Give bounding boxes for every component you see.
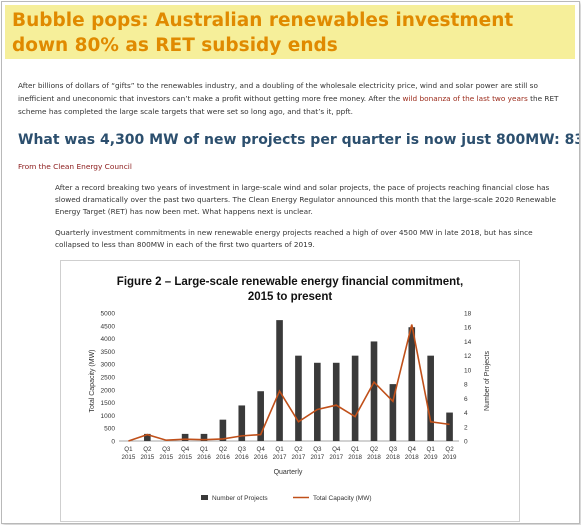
quote-paragraph-1: After a record breaking two years of inv… <box>55 183 556 216</box>
left-tick-label: 3500 <box>101 349 116 356</box>
right-tick-label: 2 <box>464 424 468 431</box>
right-tick-label: 4 <box>464 410 468 417</box>
project-count-bar <box>332 362 340 441</box>
project-count-bar <box>408 327 416 441</box>
x-tick-label: Q3 <box>389 446 398 453</box>
x-tick-label: 2016 <box>235 454 249 461</box>
page-title: Bubble pops: Australian renewables inves… <box>12 10 514 56</box>
x-tick-label: 2017 <box>292 454 306 461</box>
right-tick-label: 6 <box>464 396 468 403</box>
source-link[interactable]: From the Clean Energy Council <box>18 162 132 171</box>
chart-figure: Figure 2 – Large-scale renewable energy … <box>60 260 520 522</box>
x-tick-label: 2018 <box>367 454 381 461</box>
x-tick-label: Q1 <box>124 446 133 453</box>
x-tick-label: Q4 <box>257 446 266 453</box>
x-tick-label: Q2 <box>143 446 152 453</box>
project-count-bar <box>351 355 359 441</box>
chart-legend: Number of Projects Total Capacity (MW) <box>201 495 372 502</box>
x-tick-label: Q2 <box>370 446 379 453</box>
intro-text-1: After billions of dollars of “gifts” to … <box>18 81 538 103</box>
intro-paragraph: After billions of dollars of “gifts” to … <box>18 79 570 118</box>
right-axis-label: Number of Projects <box>484 351 491 411</box>
left-tick-label: 1500 <box>101 400 116 407</box>
x-tick-label: 2016 <box>254 454 268 461</box>
x-tick-label: 2018 <box>386 454 400 461</box>
right-tick-label: 18 <box>464 311 472 318</box>
x-tick-label: 2018 <box>348 454 362 461</box>
left-axis-label: Total Capacity (MW) <box>89 349 96 412</box>
left-tick-label: 500 <box>104 426 115 433</box>
x-tick-label: Q1 <box>200 446 209 453</box>
chart-line <box>128 324 450 442</box>
chart-title-line-2: 2015 to present <box>248 291 333 303</box>
chart-title-line-1: Figure 2 – Large-scale renewable energy … <box>117 276 463 288</box>
project-count-bar <box>370 341 378 441</box>
x-tick-label: Q1 <box>427 446 436 453</box>
left-tick-label: 4000 <box>101 336 116 343</box>
x-tick-label: 2017 <box>310 454 324 461</box>
legend-bar-swatch <box>201 495 208 500</box>
right-tick-label: 14 <box>464 339 472 346</box>
left-tick-label: 0 <box>111 439 115 446</box>
legend-line-label: Total Capacity (MW) <box>313 495 372 502</box>
right-tick-label: 10 <box>464 367 472 374</box>
x-tick-label: 2019 <box>443 454 457 461</box>
project-count-bar <box>295 355 302 441</box>
project-count-bar <box>427 355 434 441</box>
x-tick-label: 2015 <box>159 454 173 461</box>
project-count-bar <box>314 362 321 441</box>
x-tick-label: Q4 <box>408 446 417 453</box>
x-tick-label: Q2 <box>219 446 228 453</box>
x-tick-label: 2017 <box>273 454 287 461</box>
left-tick-label: 2500 <box>101 375 116 382</box>
left-tick-label: 4500 <box>101 323 116 330</box>
quote-paragraph-2: Quarterly investment commitments in new … <box>55 228 533 249</box>
x-tick-label: Q2 <box>445 446 454 453</box>
x-tick-label: Q4 <box>332 446 341 453</box>
x-tick-label: 2016 <box>197 454 211 461</box>
x-tick-label: 2017 <box>329 454 343 461</box>
project-count-bar <box>200 433 208 441</box>
right-tick-label: 0 <box>464 439 468 446</box>
x-tick-label: Q4 <box>181 446 190 453</box>
right-tick-label: 16 <box>464 325 472 332</box>
x-tick-label: 2015 <box>140 454 154 461</box>
x-tick-label: Q1 <box>351 446 360 453</box>
x-tick-label: 2015 <box>122 454 136 461</box>
x-tick-label: 2016 <box>216 454 230 461</box>
x-tick-label: Q3 <box>162 446 171 453</box>
project-count-bar <box>257 391 264 441</box>
chart-axes: 0 500 1000 1500 2000 2500 3000 3500 4000 4500 5000… <box>101 311 472 462</box>
x-tick-label: 2015 <box>178 454 192 461</box>
left-tick-label: 3000 <box>101 362 116 369</box>
project-count-bar <box>446 412 453 441</box>
x-axis-label: Quarterly <box>274 469 303 476</box>
project-count-bar <box>276 320 283 441</box>
project-count-bar <box>144 433 151 441</box>
capacity-line <box>128 324 450 442</box>
subheading: What was 4,300 MW of new projects per qu… <box>18 132 580 148</box>
chart-bars <box>144 320 453 441</box>
project-count-bar <box>181 433 189 441</box>
x-tick-label: Q2 <box>294 446 303 453</box>
right-tick-label: 8 <box>464 382 468 389</box>
right-tick-label: 12 <box>464 353 472 360</box>
x-tick-label: 2019 <box>424 454 438 461</box>
x-tick-label: 2018 <box>405 454 419 461</box>
legend-bars-label: Number of Projects <box>212 495 268 502</box>
project-count-bar <box>219 419 227 441</box>
project-count-bar <box>238 405 246 441</box>
chart-svg: Figure 2 – Large-scale renewable energy … <box>89 276 491 502</box>
left-tick-label: 5000 <box>101 311 116 318</box>
title-banner: Bubble pops: Australian renewables inves… <box>5 5 575 59</box>
intro-text-2: the RET scheme has completed the large s… <box>18 94 559 116</box>
x-tick-label: Q1 <box>275 446 284 453</box>
project-count-bar <box>389 384 397 441</box>
x-tick-label: Q3 <box>238 446 247 453</box>
left-tick-label: 1000 <box>101 413 116 420</box>
x-tick-label: Q3 <box>313 446 322 453</box>
left-tick-label: 2000 <box>101 387 116 394</box>
intro-link[interactable]: wild bonanza of the last two years <box>402 94 528 103</box>
